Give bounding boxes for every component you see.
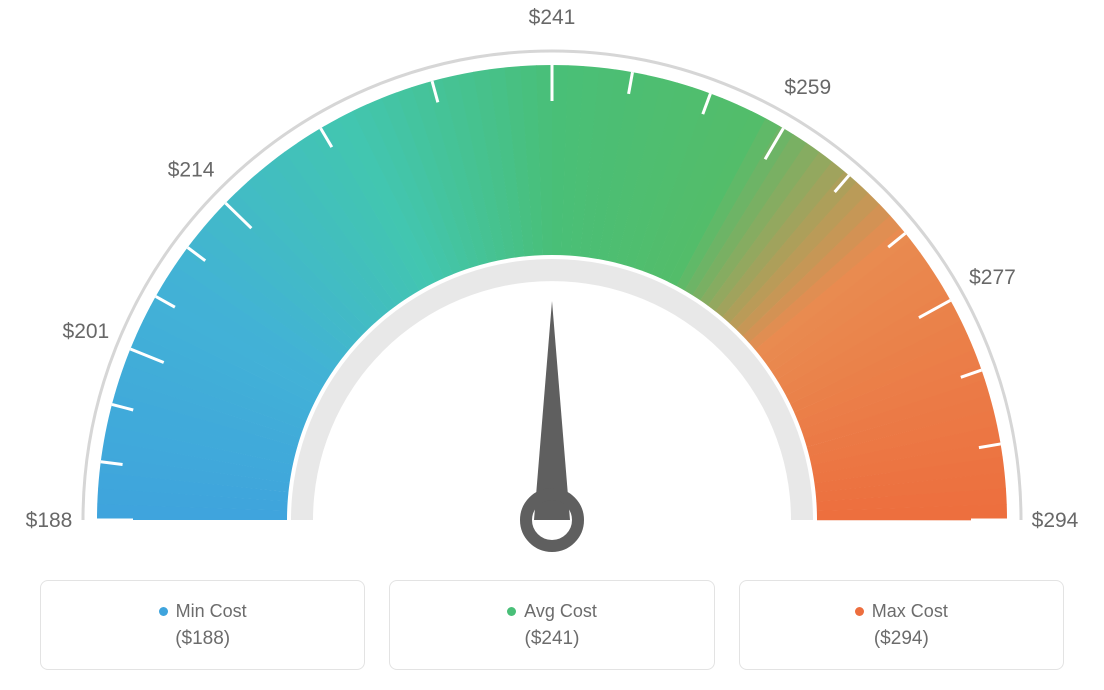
- gauge-tick-label: $259: [784, 76, 831, 99]
- gauge-needle: [534, 301, 570, 520]
- gauge-tick-label: $241: [529, 6, 576, 29]
- legend-dot-min: [159, 607, 168, 616]
- gauge-tick-label: $188: [26, 509, 73, 532]
- gauge-chart: $188 $201 $214 $241 $259 $277 $294: [0, 0, 1104, 560]
- gauge-tick-label: $294: [1032, 509, 1079, 532]
- legend-value-max: ($294): [874, 628, 929, 650]
- legend-value-min: ($188): [175, 628, 230, 650]
- legend-card-avg: Avg Cost ($241): [389, 580, 714, 670]
- legend-card-max: Max Cost ($294): [739, 580, 1064, 670]
- gauge-tick-label: $277: [969, 266, 1016, 289]
- legend-title-max: Max Cost: [872, 601, 948, 622]
- legend-dot-max: [855, 607, 864, 616]
- gauge-tick-label: $214: [168, 159, 215, 182]
- legend-title-min: Min Cost: [176, 601, 247, 622]
- cost-gauge-infographic: $188 $201 $214 $241 $259 $277 $294 Min Cost ($…: [0, 0, 1104, 690]
- gauge-tick-label: $201: [63, 320, 110, 343]
- legend-value-avg: ($241): [525, 628, 580, 650]
- legend-title-avg: Avg Cost: [524, 601, 597, 622]
- legend-dot-avg: [507, 607, 516, 616]
- legend-row: Min Cost ($188) Avg Cost ($241) Max Cost…: [0, 580, 1104, 690]
- legend-card-min: Min Cost ($188): [40, 580, 365, 670]
